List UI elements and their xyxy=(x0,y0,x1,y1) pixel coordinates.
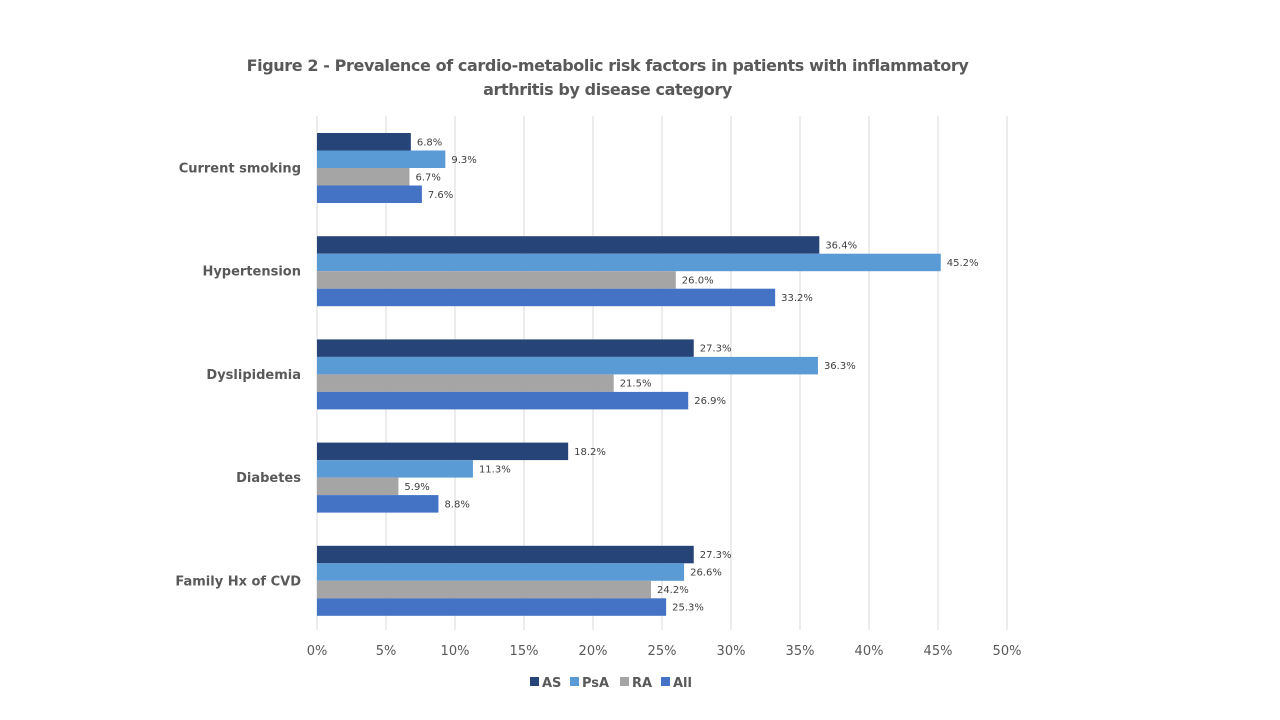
bar-all xyxy=(317,288,776,307)
x-axis-ticks: 0% 5% 10% 15% 20% 25% 30% 35% 40% 45% 50% xyxy=(307,644,1022,659)
data-label: 11.3% xyxy=(479,464,511,475)
data-label: 21.5% xyxy=(620,379,652,390)
bar-as xyxy=(317,442,569,461)
legend: AS PsA RA All xyxy=(530,676,692,691)
category-label: Hypertension xyxy=(202,265,301,280)
data-label: 5.9% xyxy=(404,482,429,493)
bar-as xyxy=(317,339,694,357)
bar-ra xyxy=(317,374,614,392)
bar-psa xyxy=(317,563,685,581)
chart-title-line-2: arthritis by disease category xyxy=(483,80,732,99)
bars xyxy=(317,133,941,616)
x-tick-label: 40% xyxy=(855,644,884,659)
legend-label: AS xyxy=(542,676,561,691)
x-tick-label: 45% xyxy=(924,644,953,659)
x-tick-label: 30% xyxy=(717,644,746,659)
bar-all xyxy=(317,495,439,513)
legend-swatch-ra xyxy=(620,677,629,686)
chart-title-line-1: Figure 2 - Prevalence of cardio-metaboli… xyxy=(246,56,969,75)
legend-swatch-psa xyxy=(570,677,579,686)
x-tick-label: 5% xyxy=(376,644,397,659)
data-label: 6.8% xyxy=(417,137,442,148)
bar-as xyxy=(317,133,411,151)
x-tick-label: 50% xyxy=(993,644,1022,659)
data-label: 26.0% xyxy=(682,275,714,286)
bar-as xyxy=(317,236,820,254)
bar-all xyxy=(317,391,689,410)
data-labels: 6.8% 9.3% 6.7% 7.6% 36.4% 45.2% 26.0% 33.2% 27.3… xyxy=(404,137,978,613)
category-label: Diabetes xyxy=(236,471,301,486)
category-label: Family Hx of CVD xyxy=(175,574,301,589)
bar-as xyxy=(317,545,694,564)
data-label: 8.8% xyxy=(444,499,469,510)
legend-swatch-all xyxy=(661,677,670,686)
data-label: 36.3% xyxy=(824,361,856,372)
data-label: 27.3% xyxy=(700,550,732,561)
data-label: 18.2% xyxy=(574,447,606,458)
bar-all xyxy=(317,598,667,616)
data-label: 27.3% xyxy=(700,344,732,355)
data-label: 33.2% xyxy=(781,293,813,304)
data-label: 45.2% xyxy=(947,258,979,269)
data-label: 26.6% xyxy=(690,568,722,579)
x-tick-label: 25% xyxy=(648,644,677,659)
bar-psa xyxy=(317,253,941,272)
x-tick-label: 15% xyxy=(510,644,539,659)
category-label: Current smoking xyxy=(179,162,301,177)
data-label: 26.9% xyxy=(694,396,726,407)
data-label: 7.6% xyxy=(428,190,453,201)
chart-title: Figure 2 - Prevalence of cardio-metaboli… xyxy=(240,54,975,102)
bar-psa xyxy=(317,460,473,478)
x-tick-label: 10% xyxy=(441,644,470,659)
x-tick-label: 0% xyxy=(307,644,328,659)
legend-label: RA xyxy=(632,676,652,691)
bar-ra xyxy=(317,168,410,186)
data-label: 9.3% xyxy=(451,155,476,166)
bar-all xyxy=(317,185,422,203)
bar-ra xyxy=(317,271,676,289)
data-label: 25.3% xyxy=(672,603,704,614)
bar-psa xyxy=(317,150,446,168)
data-label: 36.4% xyxy=(825,240,857,251)
x-tick-label: 35% xyxy=(786,644,815,659)
bar-ra xyxy=(317,580,651,599)
data-label: 6.7% xyxy=(415,172,440,183)
x-tick-label: 20% xyxy=(579,644,608,659)
legend-swatch-as xyxy=(530,677,539,686)
legend-label: All xyxy=(673,676,692,691)
legend-label: PsA xyxy=(582,676,609,691)
bar-psa xyxy=(317,356,818,375)
data-label: 24.2% xyxy=(657,585,689,596)
category-labels: Current smoking Hypertension Dyslipidemia D… xyxy=(175,162,301,590)
category-label: Dyslipidemia xyxy=(206,368,301,383)
bar-ra xyxy=(317,477,399,496)
